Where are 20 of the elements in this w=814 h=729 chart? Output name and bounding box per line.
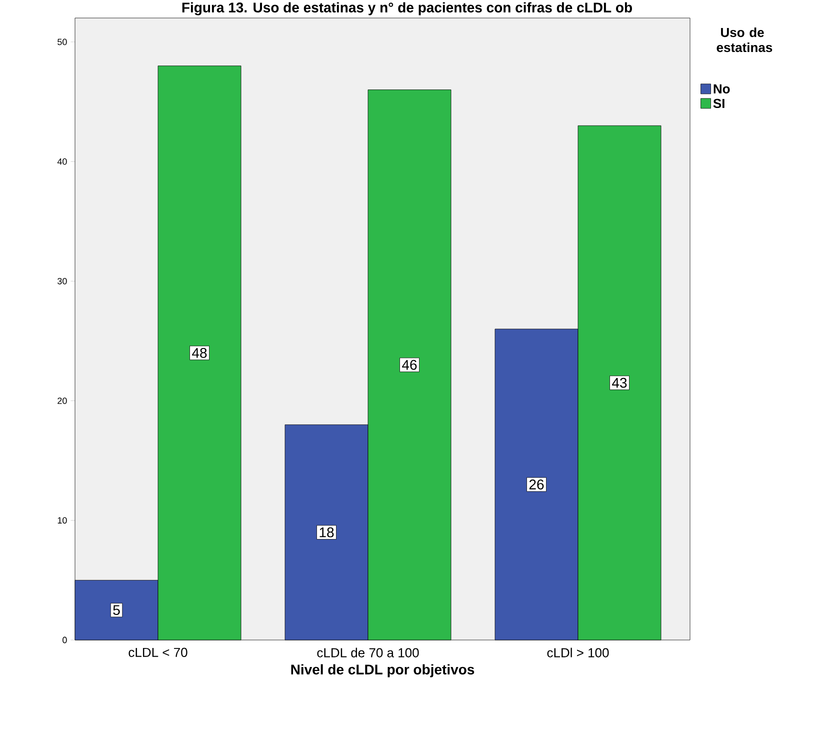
data-label: 46 <box>402 360 417 370</box>
x-axis-title: Nivel de cLDL por objetivos <box>291 664 474 678</box>
y-tick-label: 20 <box>58 398 67 404</box>
legend-title: Uso de estatinas <box>716 28 772 52</box>
x-tick-label: cLDL < 70 <box>128 648 188 658</box>
x-tick-label: cLDL de 70 a 100 <box>317 648 419 658</box>
data-label: 18 <box>320 527 334 538</box>
data-label: 48 <box>192 348 207 358</box>
legend-label: SI <box>713 98 724 108</box>
data-label: 5 <box>113 605 120 615</box>
y-tick-label: 40 <box>57 158 67 165</box>
x-tick-label: cLDl > 100 <box>547 648 609 658</box>
y-tick-label: 50 <box>58 38 67 46</box>
data-label: 26 <box>529 480 544 490</box>
y-tick-label: 0 <box>62 636 67 644</box>
data-label: 43 <box>612 378 627 388</box>
legend-label: No <box>714 84 730 94</box>
chart-title: Figura 13. Uso de estatinas y n° de pacientes con cifras de cLDL ob <box>182 2 632 16</box>
y-tick-label: 10 <box>58 517 67 524</box>
y-tick-label: 30 <box>58 278 67 284</box>
